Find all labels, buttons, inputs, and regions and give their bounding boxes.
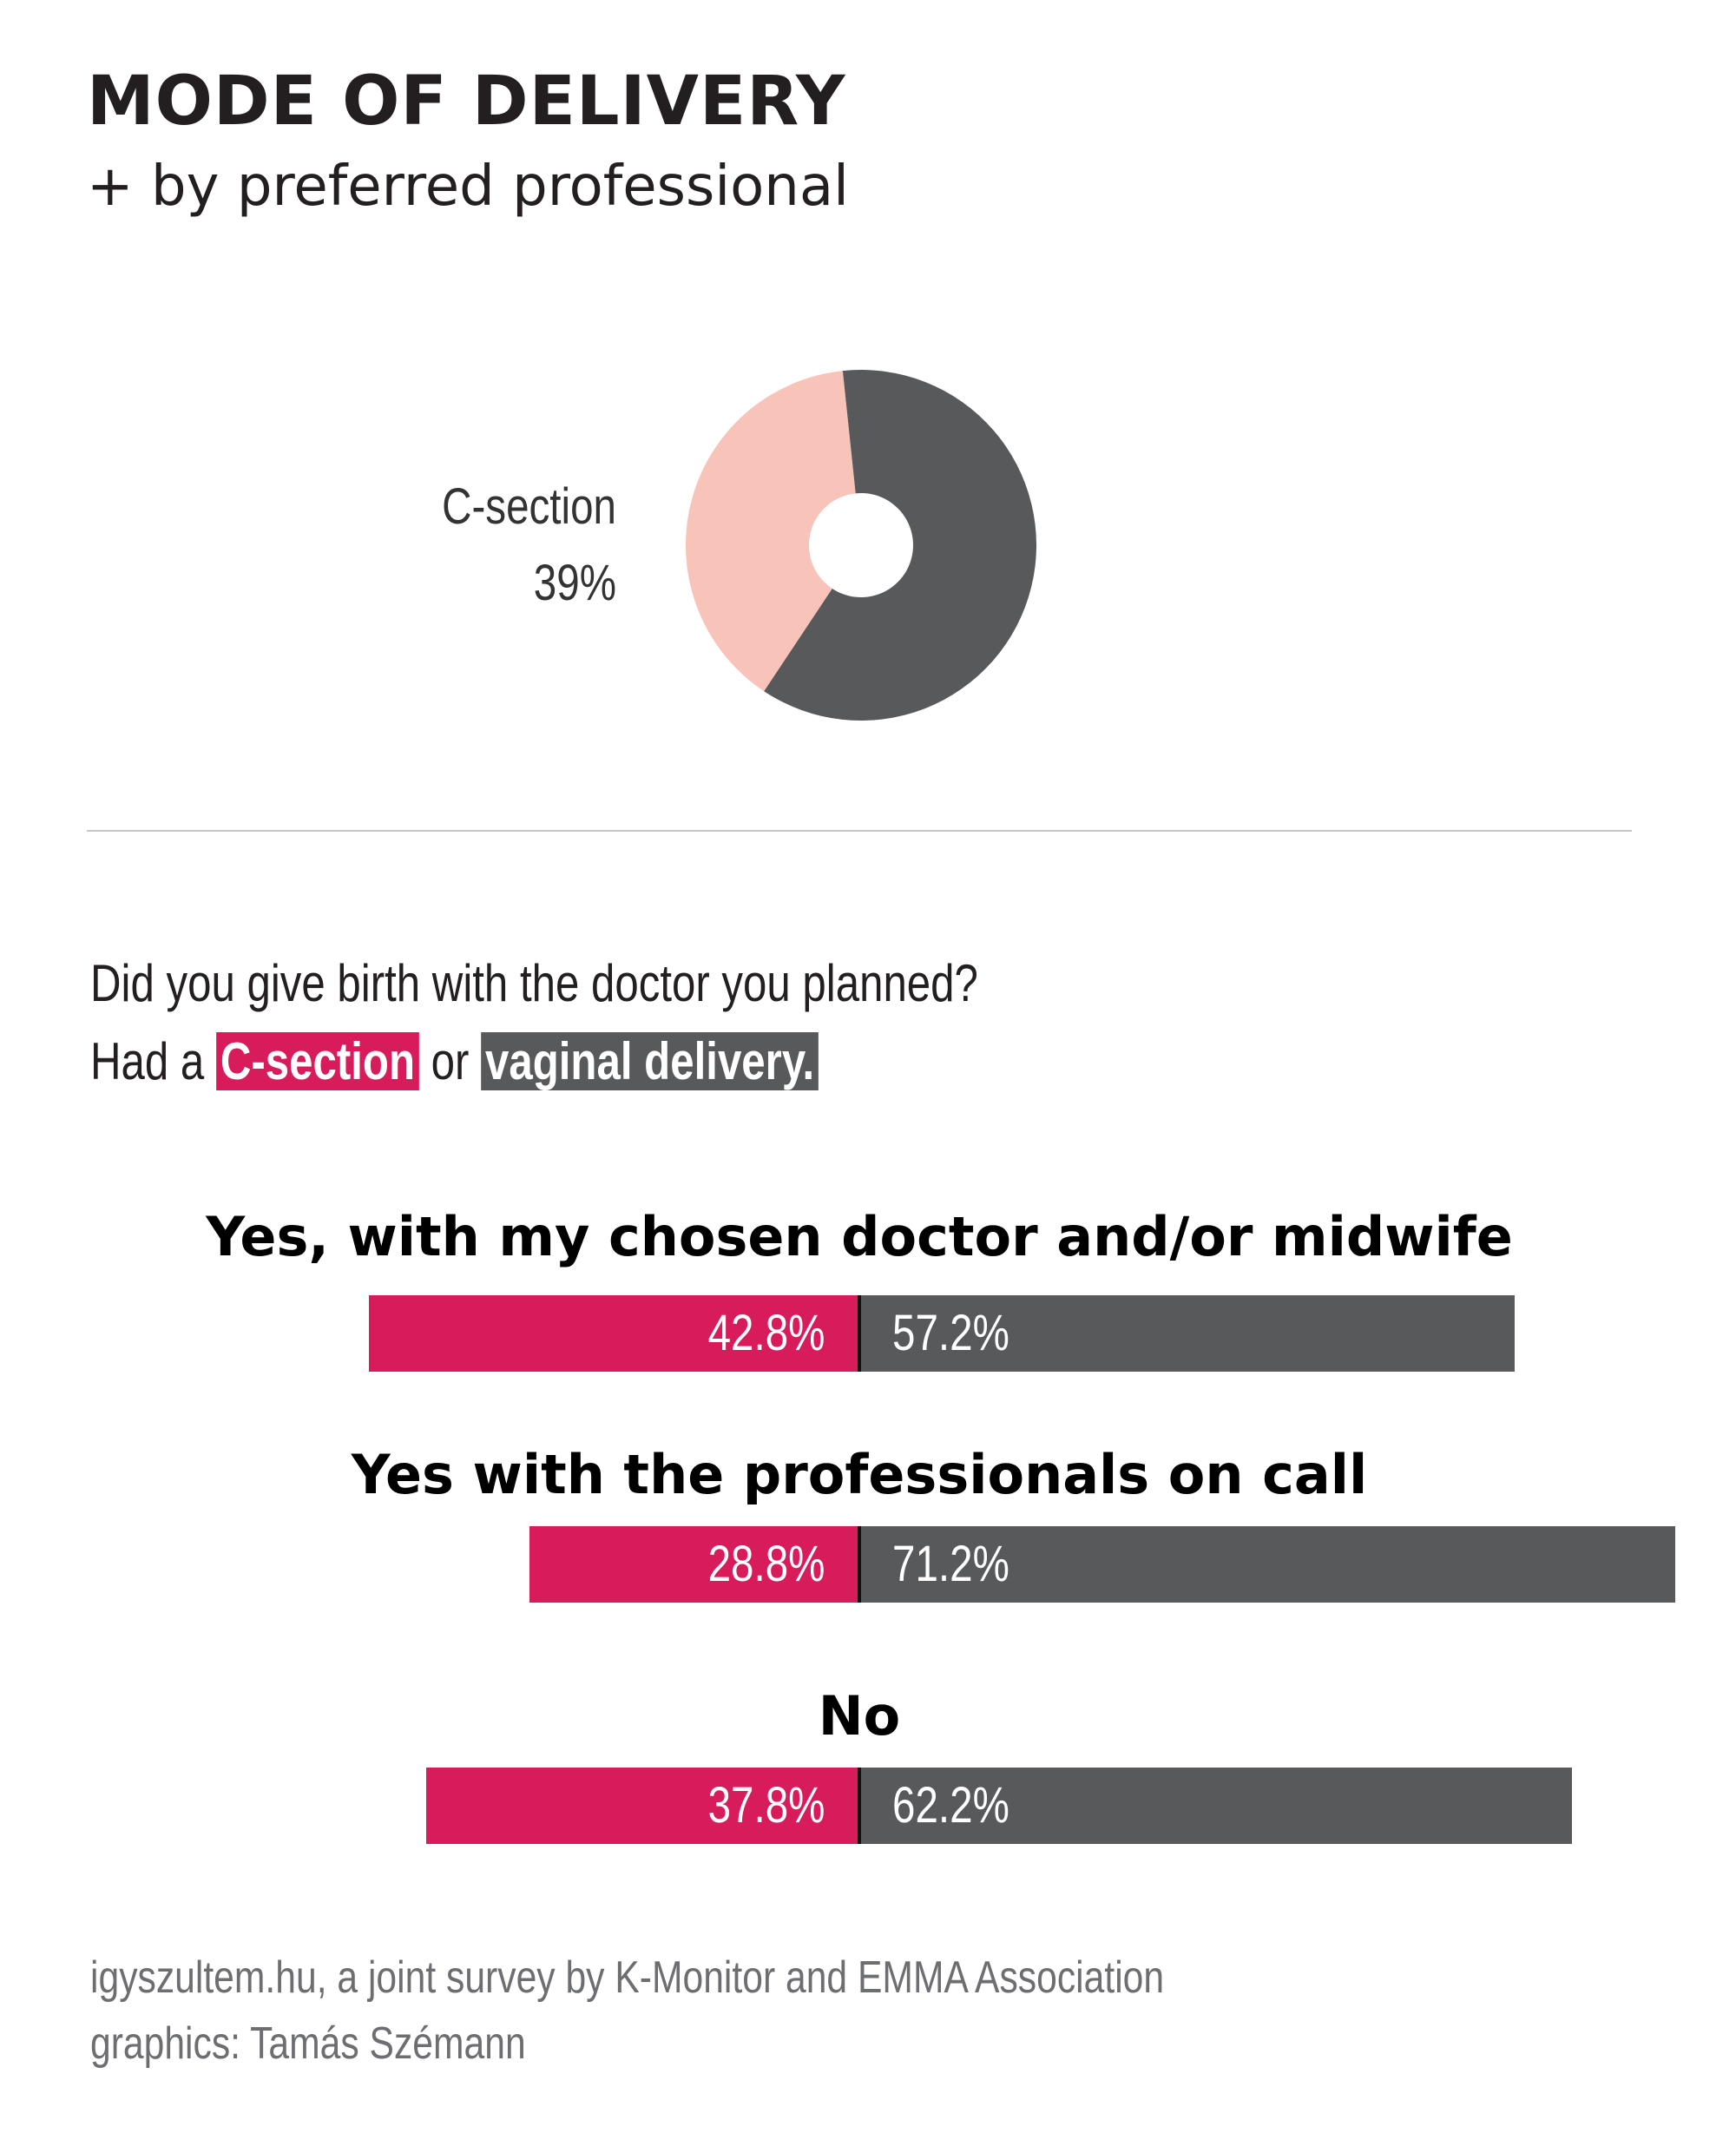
category-label-chosen-doctor: Yes, with my chosen doctor and/or midwif…	[206, 1205, 1513, 1268]
bar-c-section-chosen-doctor	[369, 1295, 859, 1372]
pie-slice-vaginal	[764, 369, 1037, 721]
source-line-1: igyszultem.hu, a joint survey by K-Monit…	[90, 1952, 1165, 2003]
question-line-1: Did you give birth with the doctor you p…	[90, 954, 978, 1012]
source-line-2: graphics: Tamás Szémann	[90, 2018, 526, 2069]
bar-center-line	[858, 1295, 861, 1372]
chart-subtitle: + by preferred professional	[87, 155, 849, 219]
value-label-vaginal-on-call: 71.2%	[892, 1536, 1009, 1592]
bar-vaginal-chosen-doctor	[859, 1295, 1516, 1372]
donut-chart	[686, 369, 1037, 721]
bar-vaginal-on-call	[859, 1526, 1675, 1603]
value-label-vaginal-no: 62.2%	[892, 1777, 1009, 1834]
bar-c-section-on-call	[529, 1526, 859, 1603]
category-label-on-call: Yes with the professionals on call	[351, 1443, 1368, 1506]
value-label-c-section-chosen-doctor: 42.8%	[707, 1305, 825, 1361]
legend-vaginal-delivery: vaginal delivery.	[481, 1032, 819, 1090]
chart-title: MODE OF DELIVERY	[87, 63, 846, 141]
question-or: or	[418, 1032, 482, 1090]
pie-label-name: C-section	[442, 478, 616, 535]
question-text: Did you give birth with the doctor you p…	[90, 945, 978, 1101]
bar-center-line	[858, 1768, 861, 1844]
pie-label: C-section 39%	[410, 469, 616, 622]
section-divider	[87, 830, 1632, 832]
question-prefix: Had a	[90, 1032, 216, 1090]
source-note: igyszultem.hu, a joint survey by K-Monit…	[90, 1945, 1164, 2077]
value-label-c-section-on-call: 28.8%	[707, 1536, 825, 1592]
bar-vaginal-no	[859, 1768, 1573, 1844]
value-label-vaginal-chosen-doctor: 57.2%	[892, 1305, 1009, 1361]
pie-slice-c-section	[686, 371, 856, 692]
category-label-no: No	[818, 1684, 901, 1748]
pie-label-value: 39%	[533, 555, 616, 611]
value-label-c-section-no: 37.8%	[707, 1777, 825, 1834]
bar-c-section-no	[426, 1768, 859, 1844]
bar-center-line	[858, 1526, 861, 1603]
question-line-2: Had a C-section or vaginal delivery.	[90, 1023, 978, 1101]
legend-c-section: C-section	[215, 1032, 419, 1090]
